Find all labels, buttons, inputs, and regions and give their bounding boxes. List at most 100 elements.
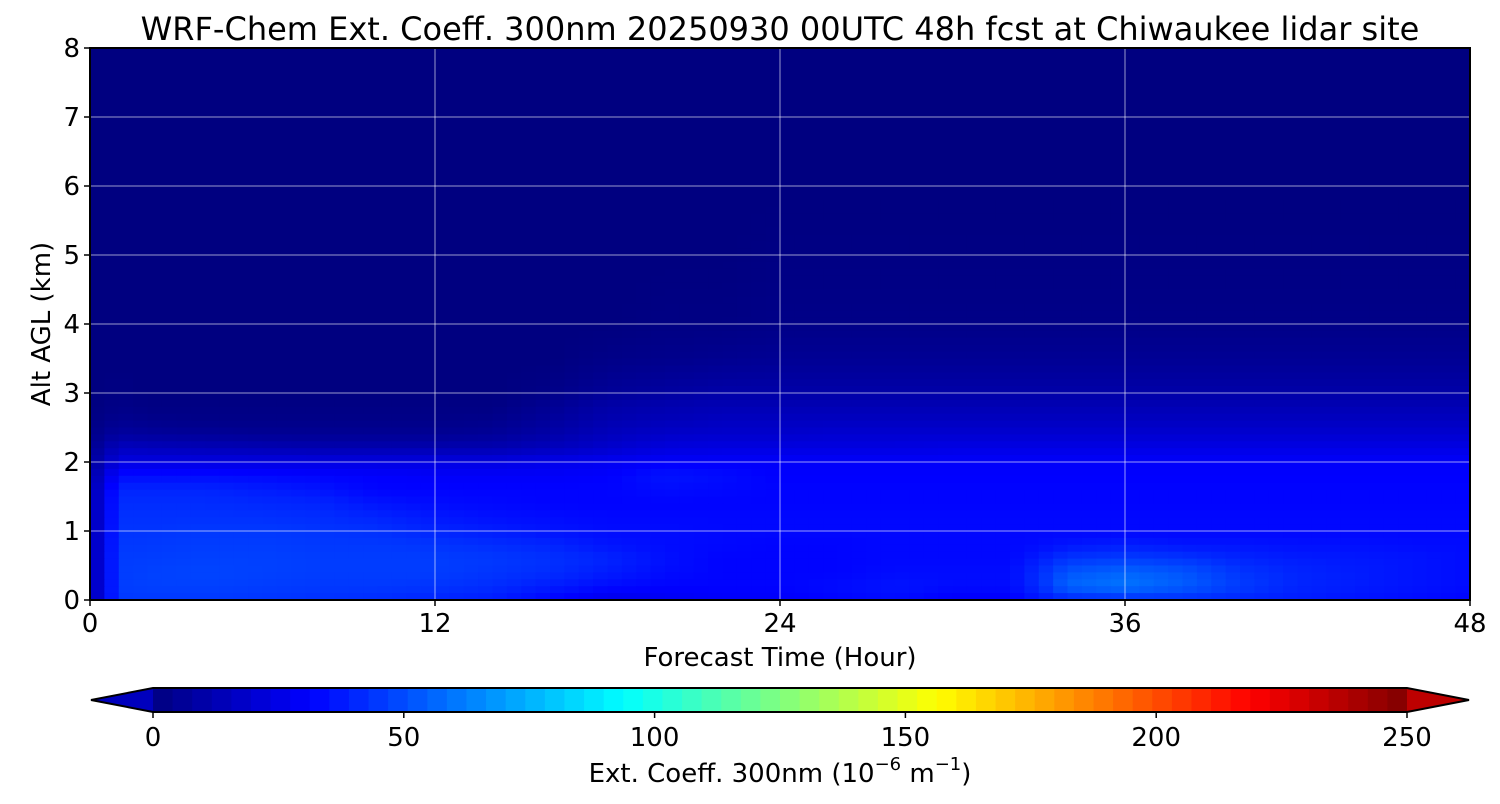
field-cell [521,96,537,104]
field-cell [1426,68,1442,77]
field-cell [205,151,220,159]
field-cell [665,199,680,208]
field-cell [1096,82,1112,90]
field-cell [780,82,795,90]
field-cell [837,199,853,208]
field-cell [305,282,321,291]
field-cell [794,103,810,111]
field-cell [607,275,623,284]
field-cell [708,192,724,201]
field-cell [593,68,609,77]
field-cell [363,186,379,194]
field-cell [1110,344,1126,353]
field-cell [348,330,364,339]
field-cell [1182,234,1198,242]
field-cell [90,255,105,263]
field-cell [1038,48,1054,56]
field-cell [621,220,637,228]
field-cell [909,75,925,84]
field-cell [722,82,738,90]
field-cell [219,372,235,380]
field-cell [1412,103,1428,111]
field-cell [1081,48,1097,56]
field-cell [808,365,824,373]
field-cell [1412,248,1428,256]
field-cell [133,199,149,208]
field-cell [118,130,134,139]
field-cell [1355,393,1370,401]
field-cell [1053,310,1069,318]
field-cell [895,89,910,97]
field-cell [1268,344,1284,353]
field-cell [320,386,335,394]
field-cell [808,275,824,284]
field-cell [1110,282,1126,291]
field-cell [406,234,422,242]
field-cell [478,227,494,235]
field-cell [1455,324,1470,332]
field-cell [535,144,551,153]
field-cell [1110,372,1126,380]
field-cell [765,82,781,90]
field-cell [219,96,235,104]
field-cell [938,75,954,84]
field-cell [794,82,810,90]
field-cell [1096,123,1112,132]
field-cell [1426,234,1442,242]
field-cell [1211,103,1227,111]
field-cell [679,365,695,373]
field-cell [1412,303,1428,311]
field-cell [1110,255,1126,263]
field-cell [478,220,494,228]
field-cell [909,48,925,56]
field-cell [320,220,335,228]
field-cell [1081,123,1097,132]
field-cell [233,54,249,63]
field-cell [895,393,910,401]
field-cell [1340,220,1356,228]
field-cell [1038,351,1054,360]
field-cell [593,158,609,166]
field-cell [923,165,939,173]
field-cell [161,379,177,387]
field-cell [535,310,551,318]
field-cell [909,379,925,387]
field-cell [1268,96,1284,104]
field-cell [1067,137,1083,146]
field-cell [808,68,824,77]
field-cell [1211,255,1227,263]
field-cell [1024,54,1040,63]
field-cell [923,365,939,373]
field-cell [607,110,623,118]
field-cell [449,255,465,263]
field-cell [248,344,264,353]
field-cell [995,386,1011,394]
field-cell [837,241,853,249]
field-cell [1010,330,1025,339]
field-cell [147,123,163,132]
field-cell [1441,75,1457,84]
field-cell [176,296,192,304]
field-cell [866,227,882,235]
field-cell [391,234,407,242]
field-cell [276,399,292,408]
field-cell [363,261,379,270]
field-cell [1398,61,1414,70]
field-cell [406,386,422,394]
field-cell [1412,89,1428,97]
field-cell [305,151,321,159]
field-cell [1096,351,1112,360]
field-cell [607,241,623,249]
field-cell [1369,324,1385,332]
field-cell [1125,206,1140,215]
field-cell [463,54,479,63]
field-cell [161,393,177,401]
field-cell [406,393,422,401]
field-cell [722,289,738,297]
field-cell [1211,393,1227,401]
field-cell [851,365,867,373]
field-cell [650,268,666,277]
field-cell [161,151,177,159]
field-cell [751,151,767,159]
field-cell [205,303,220,311]
